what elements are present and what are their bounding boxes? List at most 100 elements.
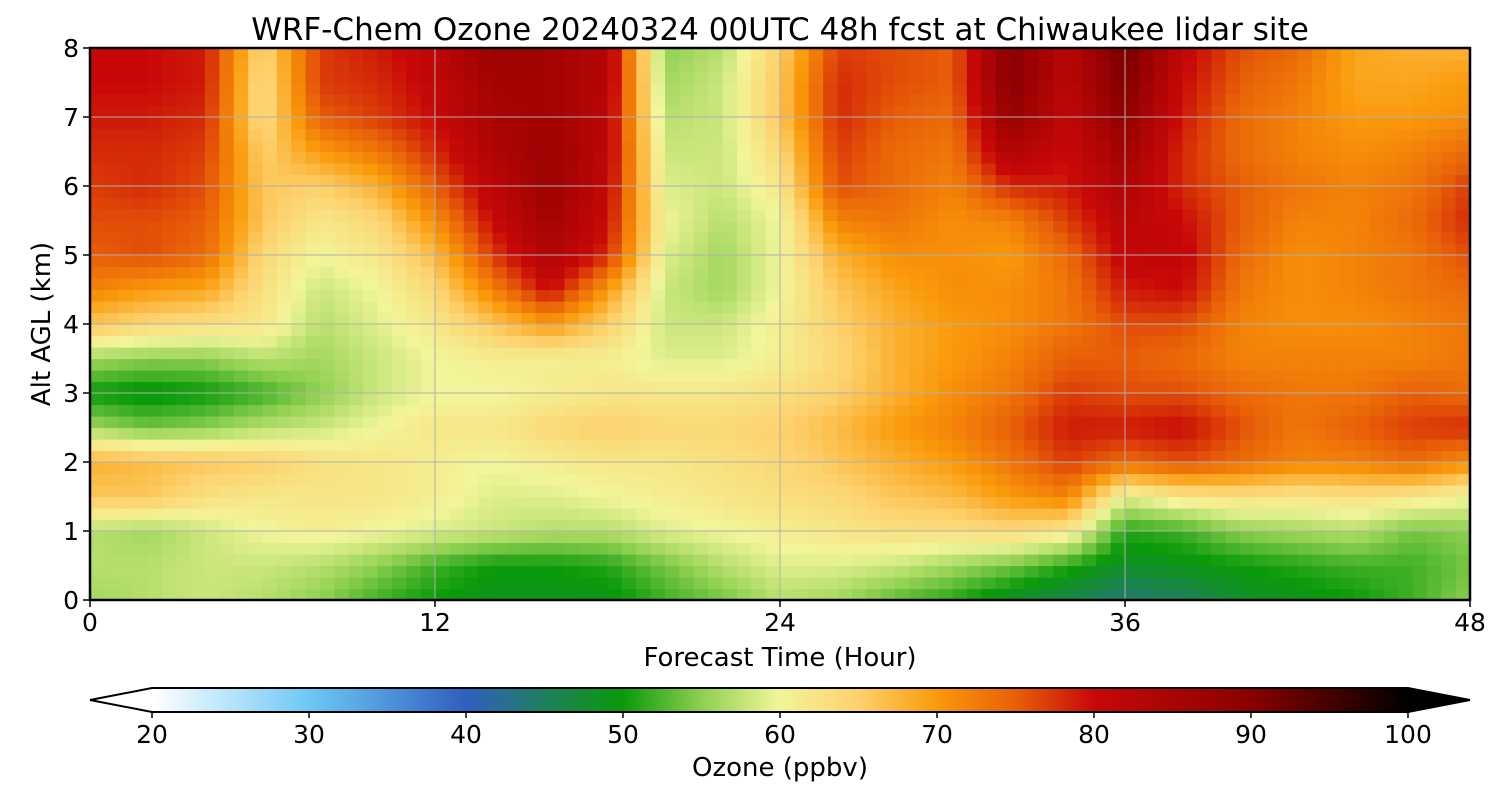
heatmap-cell	[420, 404, 436, 417]
heatmap-cell	[1369, 519, 1385, 532]
heatmap-cell	[377, 427, 393, 440]
heatmap-cell	[923, 197, 939, 210]
heatmap-cell	[205, 508, 220, 521]
heatmap-cell	[1024, 94, 1040, 107]
heatmap-cell	[564, 404, 580, 417]
heatmap-cell	[1196, 59, 1212, 72]
heatmap-cell	[104, 473, 120, 486]
heatmap-cell	[780, 588, 795, 600]
heatmap-cell	[506, 278, 522, 291]
heatmap-cell	[205, 117, 220, 130]
heatmap-cell	[506, 232, 522, 245]
heatmap-cell	[909, 508, 925, 521]
heatmap-cell	[564, 266, 580, 279]
heatmap-cell	[1081, 370, 1097, 383]
heatmap-cell	[607, 347, 623, 360]
heatmap-cell	[923, 174, 939, 187]
heatmap-cell	[492, 94, 508, 107]
heatmap-cell	[190, 519, 206, 532]
heatmap-cell	[981, 542, 997, 555]
heatmap-cell	[621, 301, 637, 314]
heatmap-cell	[1355, 588, 1370, 600]
heatmap-cell	[521, 519, 537, 532]
heatmap-cell	[1182, 312, 1198, 325]
heatmap-cell	[334, 59, 350, 72]
heatmap-cell	[578, 462, 594, 475]
heatmap-cell	[909, 289, 925, 302]
colorbar-tick-label: 60	[764, 720, 796, 749]
heatmap-cell	[1225, 301, 1241, 314]
heatmap-cell	[535, 473, 551, 486]
heatmap-cell	[420, 508, 436, 521]
heatmap-cell	[147, 59, 163, 72]
heatmap-cell	[693, 312, 709, 325]
heatmap-cell	[506, 312, 522, 325]
heatmap-cell	[1240, 151, 1255, 164]
heatmap-cell	[1441, 393, 1457, 406]
heatmap-cell	[377, 163, 393, 176]
heatmap-cell	[1196, 335, 1212, 348]
heatmap-cell	[1240, 324, 1255, 337]
heatmap-cell	[118, 577, 134, 590]
heatmap-cell	[837, 151, 853, 164]
heatmap-cell	[1283, 82, 1299, 95]
heatmap-cell	[823, 588, 839, 600]
heatmap-cell	[420, 554, 436, 567]
heatmap-cell	[406, 577, 422, 590]
heatmap-cell	[966, 542, 982, 555]
heatmap-cell	[1153, 542, 1169, 555]
heatmap-cell	[765, 209, 781, 222]
heatmap-cell	[765, 82, 781, 95]
heatmap-cell	[1283, 485, 1299, 498]
heatmap-cell	[1081, 335, 1097, 348]
heatmap-cell	[420, 393, 436, 406]
heatmap-cell	[1383, 266, 1399, 279]
heatmap-cell	[895, 393, 910, 406]
heatmap-cell	[391, 439, 407, 452]
heatmap-cell	[1326, 186, 1342, 199]
heatmap-cell	[1110, 508, 1126, 521]
heatmap-cell	[406, 427, 422, 440]
heatmap-cell	[1211, 59, 1227, 72]
x-tick-label: 48	[1454, 608, 1486, 637]
heatmap-cell	[722, 404, 738, 417]
heatmap-cell	[291, 266, 307, 279]
heatmap-cell	[1355, 324, 1370, 337]
heatmap-cell	[1081, 163, 1097, 176]
heatmap-cell	[305, 255, 321, 268]
heatmap-cell	[90, 312, 105, 325]
heatmap-cell	[391, 565, 407, 578]
heatmap-cell	[1340, 163, 1356, 176]
heatmap-cell	[1139, 278, 1155, 291]
heatmap-cell	[1311, 347, 1327, 360]
heatmap-cell	[909, 312, 925, 325]
heatmap-cell	[1053, 404, 1069, 417]
heatmap-cell	[478, 71, 494, 84]
heatmap-cell	[751, 450, 767, 463]
heatmap-cell	[334, 577, 350, 590]
heatmap-cell	[823, 163, 839, 176]
heatmap-cell	[765, 151, 781, 164]
heatmap-cell	[118, 289, 134, 302]
heatmap-cell	[794, 140, 810, 153]
heatmap-cell	[262, 163, 278, 176]
heatmap-cell	[1340, 324, 1356, 337]
heatmap-cell	[909, 542, 925, 555]
heatmap-cell	[923, 289, 939, 302]
heatmap-cell	[1168, 531, 1184, 544]
heatmap-cell	[1182, 393, 1198, 406]
heatmap-cell	[1254, 209, 1270, 222]
heatmap-cell	[679, 266, 695, 279]
heatmap-cell	[176, 128, 192, 141]
heatmap-cell	[90, 140, 105, 153]
heatmap-cell	[1053, 278, 1069, 291]
heatmap-cell	[794, 82, 810, 95]
heatmap-cell	[1283, 416, 1299, 429]
heatmap-cell	[1225, 140, 1241, 153]
heatmap-cell	[722, 370, 738, 383]
heatmap-cell	[262, 335, 278, 348]
heatmap-cell	[679, 588, 695, 600]
heatmap-cell	[449, 312, 465, 325]
heatmap-cell	[995, 335, 1011, 348]
heatmap-cell	[1369, 312, 1385, 325]
